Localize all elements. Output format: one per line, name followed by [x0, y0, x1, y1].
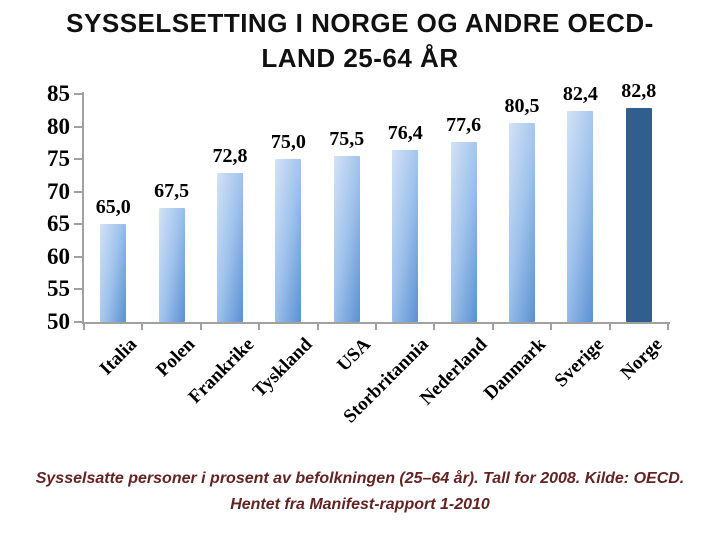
chart-title-line2: LAND 25-64 ÅR	[261, 43, 459, 73]
x-axis-tick	[316, 324, 319, 330]
y-axis-tick-label: 50	[47, 309, 70, 334]
x-category-label: Danmark	[479, 334, 550, 405]
y-axis-tick	[74, 223, 83, 226]
y-axis-tick	[74, 93, 83, 95]
source-caption: Sysselsatte personer i prosent av befolk…	[0, 466, 720, 518]
y-axis-tick-label: 80	[47, 113, 70, 139]
chart-title: SYSSELSETTING I NORGE OG ANDRE OECD- LAN…	[0, 6, 720, 76]
caption-line2: Hentet fra Manifest-rapport 1-2010	[230, 496, 490, 513]
y-axis-tick-label: 85	[47, 81, 70, 106]
y-axis-tick	[74, 190, 83, 193]
bar-value-label: 82,8	[621, 80, 657, 103]
bar-value-label: 67,5	[154, 180, 190, 202]
x-axis-tick	[491, 324, 494, 330]
x-category-label: Norge	[616, 334, 667, 384]
bar-value-label: 80,5	[504, 95, 540, 118]
y-axis-tick-label: 55	[47, 276, 70, 302]
plot-area: 50 55 60 65 70 75 80 85 65,0 Italia 67,5 Polen 72,8 F…	[47, 80, 670, 427]
x-axis-tick	[550, 324, 553, 330]
bar-danmark	[509, 123, 535, 322]
bar-usa	[333, 155, 360, 322]
x-axis-tick	[258, 324, 261, 330]
y-axis-tick	[74, 255, 83, 258]
x-category-label: Sverige	[550, 334, 609, 392]
x-category-label: USA	[332, 334, 375, 376]
y-axis-tick-label: 65	[47, 211, 70, 237]
bar-sverige	[567, 110, 594, 322]
bar-value-label: 82,4	[562, 82, 598, 105]
bar-value-label: 65,0	[95, 196, 131, 219]
bar-nederland	[450, 142, 477, 322]
x-category-label: Polen	[152, 334, 200, 381]
bar-italia	[100, 224, 127, 322]
bar-value-label: 75,5	[329, 127, 365, 150]
bar-chart: 50 55 60 65 70 75 80 85 65,0 Italia 67,5 Polen 72,8 F…	[47, 80, 670, 427]
x-axis-tick	[433, 324, 436, 330]
x-axis-line	[82, 322, 670, 324]
bar-polen	[158, 208, 185, 322]
caption-line1: Sysselsatte personer i prosent av befolk…	[35, 470, 685, 487]
bar-frankrike	[217, 173, 243, 322]
x-axis-tick	[608, 324, 611, 330]
bar-value-label: 72,8	[212, 145, 248, 168]
y-axis-tick	[74, 321, 83, 323]
y-axis-tick-label: 60	[47, 243, 70, 269]
bar-value-label: 76,4	[387, 122, 423, 145]
y-axis-tick	[74, 288, 83, 291]
bar-value-label: 77,6	[446, 114, 482, 137]
bar-norge	[625, 108, 652, 322]
x-category-label: Italia	[95, 334, 142, 380]
y-axis-line	[82, 92, 84, 324]
y-axis-tick	[74, 125, 83, 128]
x-axis-tick	[141, 324, 144, 330]
bar-value-label: 75,0	[270, 131, 306, 154]
x-category-label: Tyskland	[248, 334, 317, 402]
x-axis-tick	[83, 324, 85, 330]
x-axis-tick	[667, 324, 669, 330]
x-axis-tick	[375, 324, 377, 330]
chart-title-line1: SYSSELSETTING I NORGE OG ANDRE OECD-	[66, 8, 654, 38]
y-axis-tick-label: 75	[47, 146, 70, 172]
bar-storbritannia	[392, 150, 419, 322]
bar-tyskland	[275, 159, 302, 322]
x-axis-tick	[199, 324, 202, 330]
y-axis-tick	[74, 158, 83, 161]
y-axis-tick-label: 70	[47, 178, 70, 204]
